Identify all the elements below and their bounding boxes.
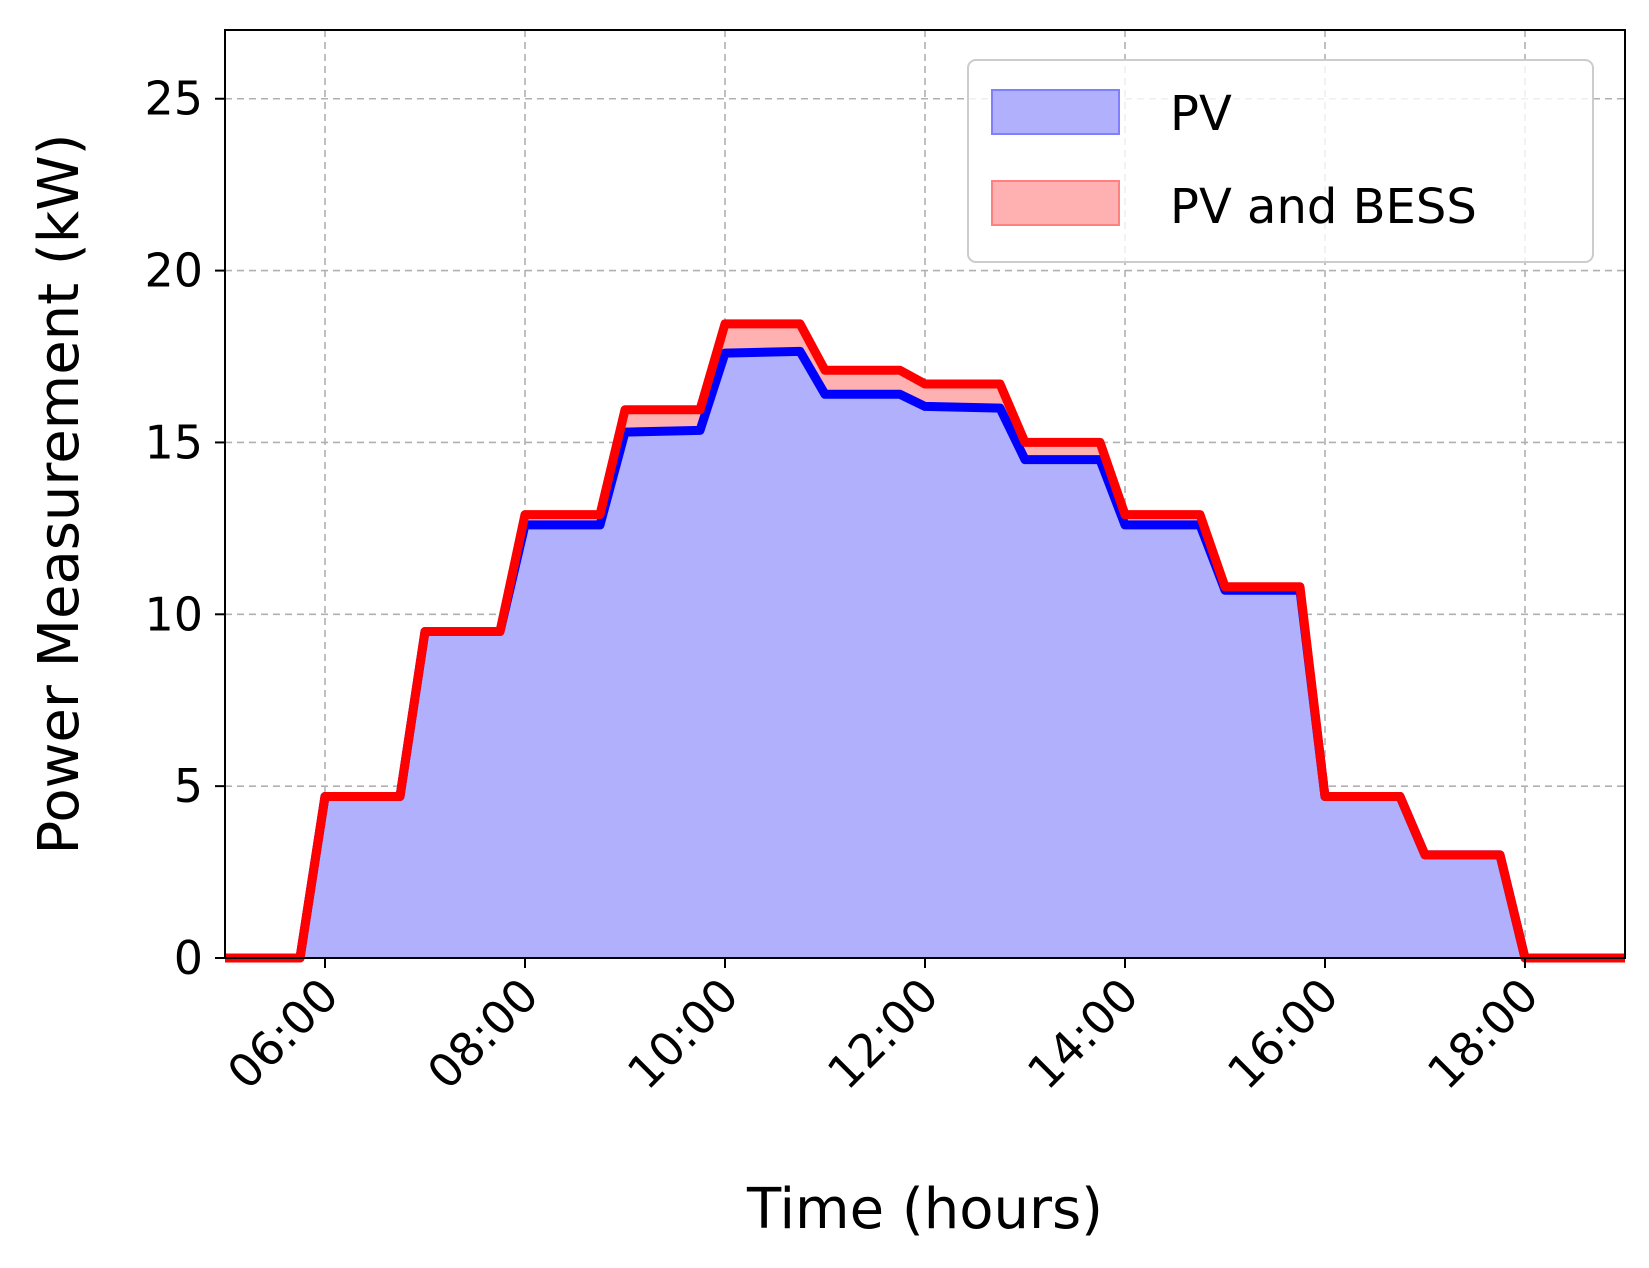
- x-axis-label: Time (hours): [746, 1177, 1103, 1242]
- y-tick-label: 25: [144, 72, 203, 126]
- series-lines: [225, 319, 1625, 963]
- legend: PV PV and BESS: [967, 59, 1594, 263]
- x-tick-label: 08:00: [417, 968, 549, 1100]
- y-tick-label: 5: [174, 759, 203, 813]
- area-fills: [225, 323, 1625, 958]
- pv-area: [225, 351, 1625, 958]
- y-tick-label: 20: [144, 244, 203, 298]
- pv-bess-line: [225, 319, 1625, 963]
- y-tick-label: 10: [144, 587, 203, 641]
- y-axis-label: Power Measurement (kW): [27, 134, 92, 855]
- x-tick-label: 06:00: [217, 968, 349, 1100]
- x-tick-label: 12:00: [817, 968, 949, 1100]
- x-tick-label: 16:00: [1217, 968, 1349, 1100]
- x-tick-label: 10:00: [617, 968, 749, 1100]
- y-tick-label: 15: [144, 415, 203, 469]
- legend-label-pv-bess: PV and BESS: [1170, 179, 1477, 235]
- y-tick-label: 0: [174, 931, 203, 985]
- legend-swatch-pv: [991, 89, 1120, 135]
- legend-box: [967, 59, 1594, 263]
- legend-swatch-pv-bess: [991, 180, 1120, 226]
- x-tick-label: 14:00: [1017, 968, 1149, 1100]
- legend-label-pv: PV: [1170, 86, 1232, 142]
- x-tick-label: 18:00: [1417, 968, 1549, 1100]
